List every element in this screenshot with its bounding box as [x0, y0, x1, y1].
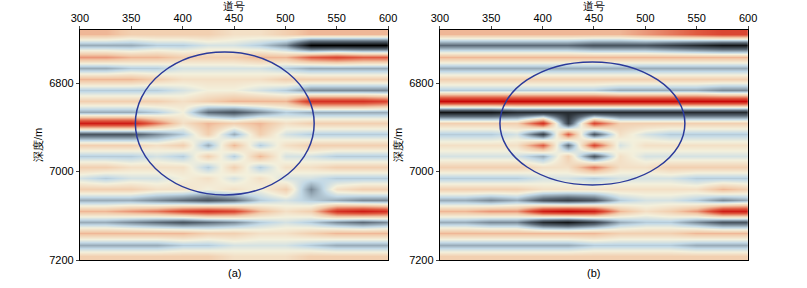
svg-text:500: 500 — [636, 12, 654, 24]
svg-text:550: 550 — [328, 12, 346, 24]
svg-text:深度/m: 深度/m — [32, 128, 44, 162]
svg-text:300: 300 — [431, 12, 449, 24]
svg-text:(b): (b) — [587, 267, 600, 279]
svg-text:(a): (a) — [228, 267, 241, 279]
svg-text:7000: 7000 — [409, 165, 433, 177]
svg-text:深度/m: 深度/m — [392, 128, 404, 162]
svg-text:450: 450 — [225, 12, 243, 24]
svg-text:6800: 6800 — [409, 77, 433, 89]
svg-text:道号: 道号 — [223, 0, 245, 12]
svg-text:道号: 道号 — [583, 0, 605, 12]
svg-text:6800: 6800 — [49, 77, 73, 89]
svg-text:550: 550 — [688, 12, 706, 24]
svg-text:300: 300 — [71, 12, 89, 24]
svg-text:400: 400 — [533, 12, 551, 24]
svg-text:7200: 7200 — [49, 254, 73, 266]
svg-text:400: 400 — [173, 12, 191, 24]
svg-text:450: 450 — [585, 12, 603, 24]
svg-text:600: 600 — [739, 12, 757, 24]
svg-text:600: 600 — [379, 12, 397, 24]
svg-text:350: 350 — [482, 12, 500, 24]
svg-text:350: 350 — [122, 12, 140, 24]
svg-text:7000: 7000 — [49, 165, 73, 177]
svg-text:500: 500 — [276, 12, 294, 24]
svg-text:7200: 7200 — [409, 254, 433, 266]
